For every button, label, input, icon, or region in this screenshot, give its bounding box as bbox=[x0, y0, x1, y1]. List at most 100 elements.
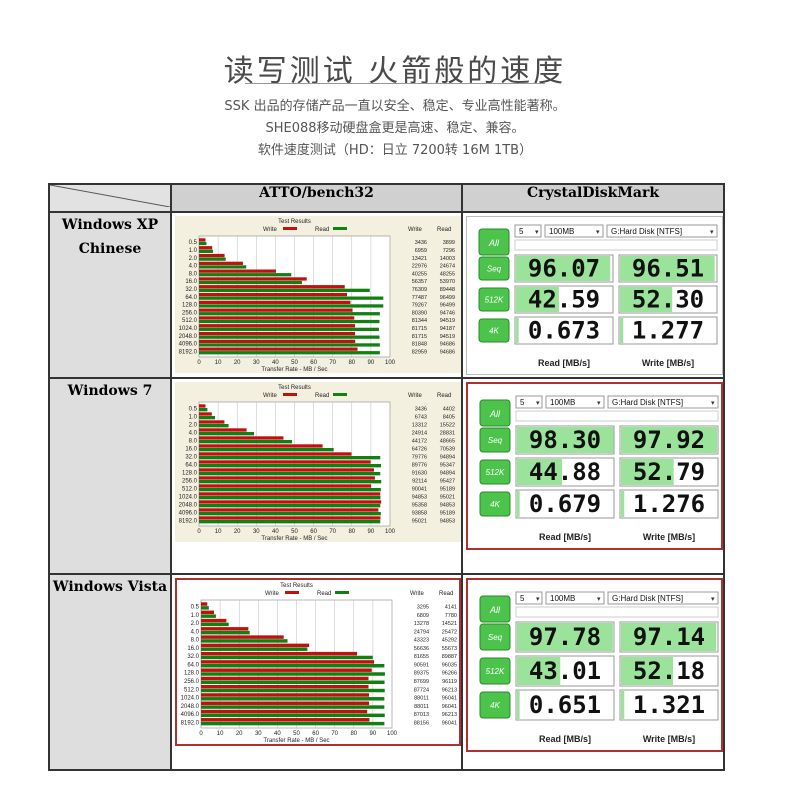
all-button bbox=[479, 595, 511, 623]
legend-write-label: Write bbox=[263, 227, 278, 233]
read-value-label: 96041 bbox=[442, 704, 457, 710]
read-value-label: 94519 bbox=[440, 334, 455, 340]
chevron-down-icon: ▾ bbox=[597, 596, 601, 603]
bar-read bbox=[199, 504, 381, 508]
bar-write bbox=[199, 261, 243, 265]
row-button-label: Seq bbox=[487, 265, 502, 274]
y-tick-label: 256.0 bbox=[182, 478, 198, 484]
x-tick-label: 90 bbox=[370, 731, 377, 737]
x-tick-label: 60 bbox=[310, 529, 317, 535]
read-value-label: 95347 bbox=[440, 462, 455, 468]
bar-write bbox=[201, 635, 284, 639]
read-value-label: 95021 bbox=[440, 494, 455, 500]
bar-write bbox=[199, 404, 206, 408]
count-dropdown bbox=[515, 591, 543, 605]
y-tick-label: 8.0 bbox=[191, 638, 200, 644]
write-value-label: 88011 bbox=[414, 704, 429, 710]
x-tick-label: 20 bbox=[234, 529, 241, 535]
size-dropdown-value: 100MB bbox=[550, 398, 575, 407]
read-value-label: 7296 bbox=[443, 248, 455, 254]
x-tick-label: 80 bbox=[350, 731, 357, 737]
bar-read bbox=[201, 606, 209, 610]
y-tick-label: 512.0 bbox=[184, 687, 200, 693]
y-tick-label: 4096.0 bbox=[179, 342, 198, 348]
write-value-label: 3436 bbox=[415, 406, 427, 412]
x-tick-label: 80 bbox=[348, 360, 355, 366]
comment-box bbox=[515, 410, 719, 422]
bar-write bbox=[199, 452, 352, 456]
row-header-xp: Windows XP Chinese bbox=[48, 211, 172, 379]
bar-write bbox=[201, 610, 214, 615]
read-value-label: 24674 bbox=[440, 264, 455, 270]
write-value-label: 56357 bbox=[412, 279, 427, 285]
bar-write bbox=[201, 651, 358, 656]
read-value-label: 53970 bbox=[440, 279, 455, 285]
y-tick-label: 16.0 bbox=[185, 446, 197, 452]
count-dropdown-value: 5 bbox=[520, 594, 525, 603]
bar-write bbox=[199, 508, 379, 512]
read-value-label: 94519 bbox=[440, 318, 455, 324]
legend-read-label: Read bbox=[315, 227, 329, 233]
x-tick-label: 20 bbox=[236, 731, 243, 737]
write-value-label: 95021 bbox=[412, 518, 427, 524]
bar-write bbox=[201, 709, 368, 714]
chevron-down-icon: ▾ bbox=[711, 400, 715, 407]
bar-read bbox=[201, 647, 308, 651]
read-value-label: 95189 bbox=[440, 510, 455, 516]
row-button-4k bbox=[478, 318, 510, 343]
bar-read bbox=[201, 697, 385, 701]
intro-line-1: SSK 出品的存储产品一直以安全、稳定、专业高性能著称。 bbox=[224, 99, 566, 114]
chevron-down-icon: ▾ bbox=[536, 596, 540, 603]
drive-dropdown-value: G:Hard Disk [NTFS] bbox=[612, 398, 683, 407]
write-value-label: 81655 bbox=[414, 654, 429, 660]
bar-read bbox=[199, 496, 381, 500]
bar-write bbox=[199, 420, 225, 424]
write-value-label: 24794 bbox=[414, 629, 429, 635]
write-result-fill bbox=[621, 491, 625, 517]
write-value-label: 81715 bbox=[412, 326, 427, 332]
x-tick-label: 30 bbox=[255, 731, 262, 737]
bar-read bbox=[201, 622, 229, 627]
read-value-label: 3899 bbox=[443, 240, 455, 246]
chevron-down-icon: ▾ bbox=[597, 400, 601, 407]
y-tick-label: 0.5 bbox=[191, 605, 200, 611]
size-dropdown-value: 100MB bbox=[550, 594, 575, 603]
y-tick-label: 512.0 bbox=[182, 486, 198, 492]
count-dropdown bbox=[515, 395, 543, 409]
read-value-label: 95427 bbox=[440, 478, 455, 484]
write-value-label: 80390 bbox=[412, 310, 427, 316]
legend-write-swatch bbox=[285, 591, 299, 594]
chevron-down-icon: ▾ bbox=[536, 400, 540, 407]
title-underline bbox=[245, 83, 545, 84]
bar-read bbox=[199, 265, 247, 269]
read-value-label: 94686 bbox=[440, 349, 455, 355]
write-value-label: 40255 bbox=[412, 271, 427, 277]
y-tick-label: 256.0 bbox=[184, 679, 200, 685]
x-tick-label: 40 bbox=[272, 529, 279, 535]
y-tick-label: 2.0 bbox=[189, 256, 198, 262]
bar-read bbox=[199, 448, 334, 452]
legend-write-label: Write bbox=[265, 591, 280, 597]
row-button-label: Seq bbox=[488, 436, 503, 445]
y-tick-label: 0.5 bbox=[189, 240, 198, 246]
count-dropdown bbox=[514, 224, 542, 238]
size-dropdown-value: 100MB bbox=[549, 227, 574, 236]
bar-read bbox=[201, 639, 288, 643]
write-value-label: 76309 bbox=[412, 287, 427, 293]
drive-dropdown bbox=[607, 591, 719, 605]
y-tick-label: 1.0 bbox=[191, 613, 200, 619]
read-value-label: 89448 bbox=[440, 287, 455, 293]
read-value-label: 25472 bbox=[442, 629, 457, 635]
write-result-fill bbox=[621, 427, 718, 453]
write-value-label: 95358 bbox=[412, 502, 427, 508]
read-result-value: 0.673 bbox=[528, 317, 600, 345]
bar-write bbox=[199, 500, 382, 504]
x-tick-label: 50 bbox=[291, 529, 298, 535]
write-result-fill bbox=[621, 623, 717, 651]
all-button-label: All bbox=[489, 605, 501, 615]
y-tick-label: 4.0 bbox=[189, 264, 198, 270]
bar-read bbox=[201, 680, 385, 685]
column-write-label: Write bbox=[408, 227, 423, 233]
write-value-label: 90591 bbox=[414, 662, 429, 668]
